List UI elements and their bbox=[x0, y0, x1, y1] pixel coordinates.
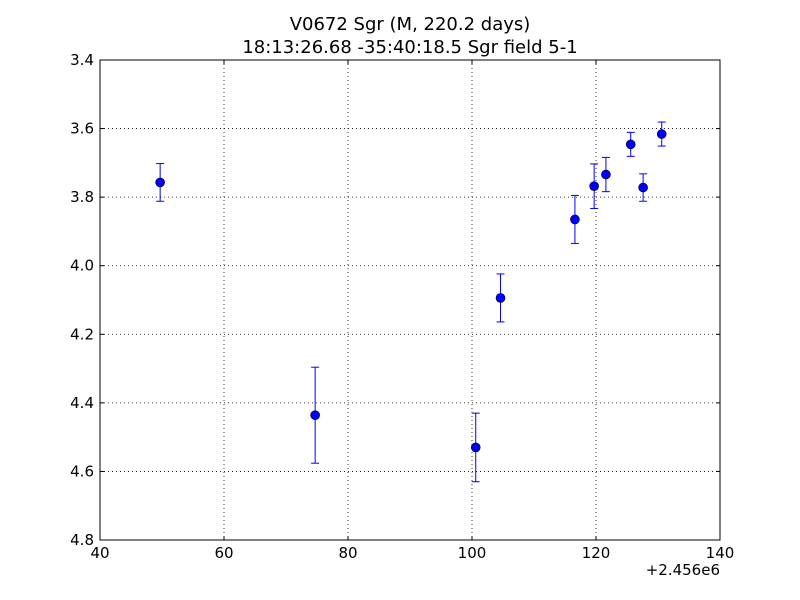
data-point bbox=[601, 156, 611, 193]
x-offset-label: +2.456e6 bbox=[646, 561, 720, 579]
point-marker bbox=[638, 182, 648, 193]
y-tick-label: 4.8 bbox=[70, 531, 94, 549]
data-point bbox=[470, 412, 481, 483]
y-tick-label: 3.4 bbox=[70, 51, 94, 69]
point-marker bbox=[601, 169, 611, 180]
plot-frame bbox=[99, 59, 721, 541]
point-marker bbox=[155, 177, 165, 188]
y-tick-label: 4.2 bbox=[70, 325, 94, 343]
point-marker bbox=[625, 139, 636, 150]
data-point bbox=[656, 121, 667, 147]
point-marker bbox=[310, 410, 320, 421]
grid-lines bbox=[100, 60, 720, 540]
point-marker bbox=[570, 214, 580, 225]
y-tick-label: 4.4 bbox=[70, 394, 94, 412]
data-point bbox=[155, 163, 165, 202]
x-tick-label: 80 bbox=[338, 544, 357, 562]
x-tick-label: 140 bbox=[706, 544, 735, 562]
x-tick-label: 60 bbox=[214, 544, 233, 562]
chart-title-line2: 18:13:26.68 -35:40:18.5 Sgr field 5-1 bbox=[242, 37, 577, 58]
chart-title-line1: V0672 Sgr (M, 220.2 days) bbox=[290, 14, 531, 35]
y-tick-label: 3.6 bbox=[70, 120, 94, 138]
data-point bbox=[310, 366, 320, 464]
y-tick-label: 4.0 bbox=[70, 257, 94, 275]
data-point bbox=[638, 173, 648, 202]
data-points bbox=[155, 121, 667, 483]
y-tick-label: 4.6 bbox=[70, 462, 94, 480]
x-tick-label: 40 bbox=[90, 544, 109, 562]
data-point bbox=[625, 131, 636, 157]
x-tick-label: 100 bbox=[458, 544, 487, 562]
x-tick-label: 120 bbox=[582, 544, 611, 562]
data-point bbox=[570, 194, 580, 244]
point-marker bbox=[589, 181, 599, 191]
point-marker bbox=[656, 129, 667, 139]
data-point bbox=[589, 163, 599, 209]
axis-ticks: 40 60 80 100 120 140 3.4 3.6 3.8 4.0 4.2 4.4 4.6 4.8 bbox=[70, 51, 734, 562]
data-point bbox=[495, 273, 506, 323]
y-tick-label: 3.8 bbox=[70, 188, 94, 206]
point-marker bbox=[470, 442, 481, 453]
point-marker bbox=[495, 293, 506, 303]
